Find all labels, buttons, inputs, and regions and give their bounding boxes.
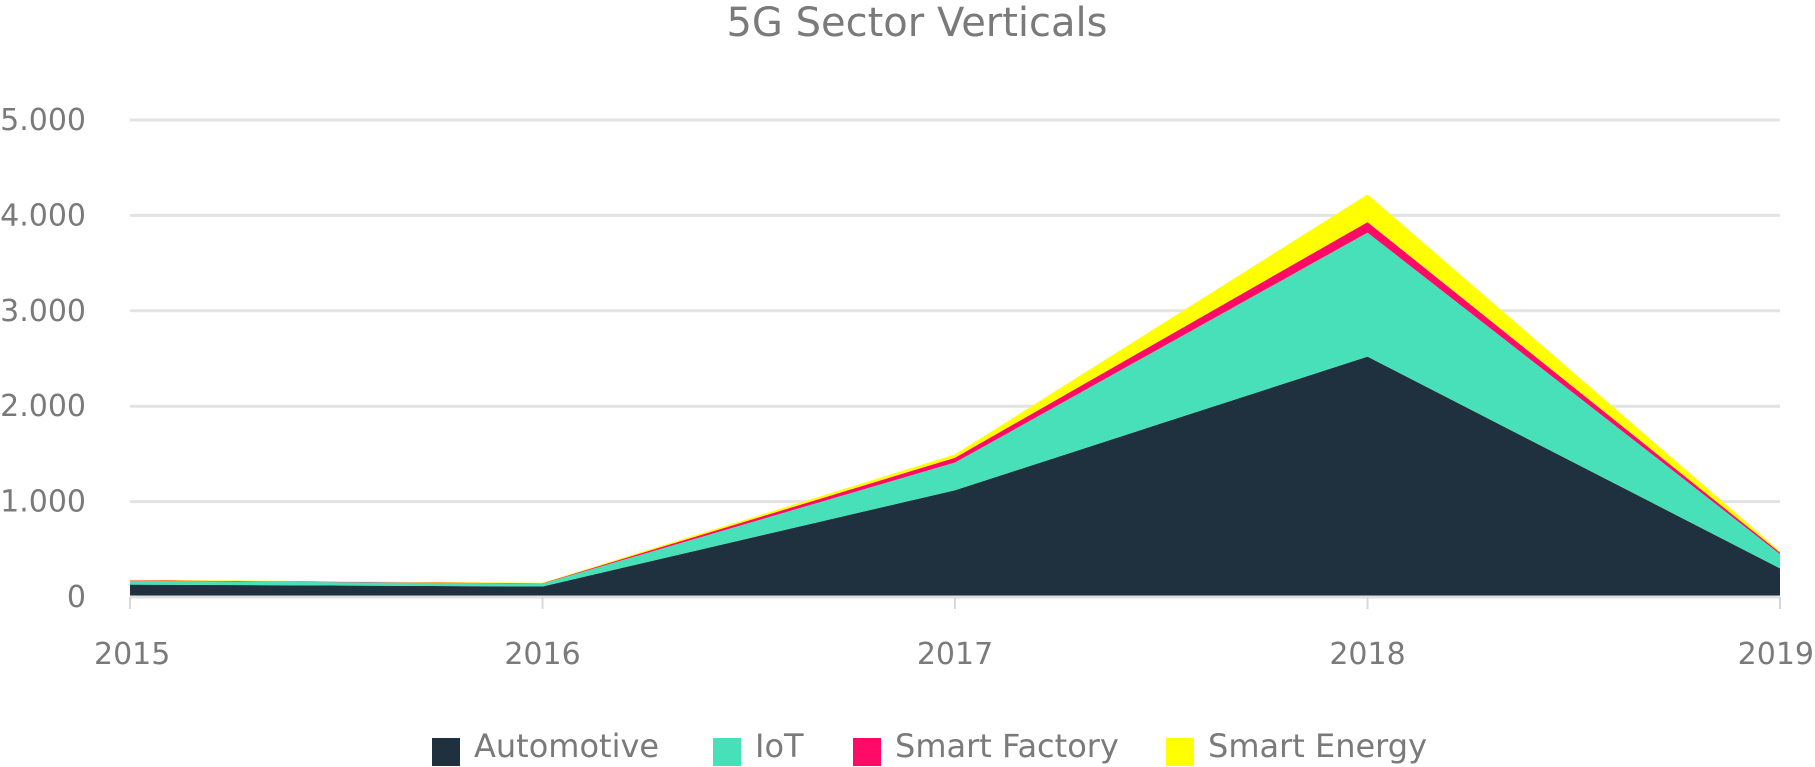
x-tick-label: 2016 — [504, 637, 580, 672]
y-tick-label: 1.000 — [0, 485, 86, 520]
legend-swatch — [853, 738, 881, 766]
y-tick-label: 2.000 — [0, 389, 86, 424]
series-area-automotive — [130, 356, 1780, 597]
legend-item-smart-energy[interactable]: Smart Energy — [1166, 727, 1427, 766]
y-axis-tick-labels: 0 1.000 2.000 3.000 4.000 5.000 — [0, 103, 86, 615]
x-tick-label: 2019 — [1738, 637, 1814, 672]
y-tick-label: 0 — [67, 580, 86, 615]
legend: Automotive IoT Smart Factory Smart Energy — [432, 727, 1427, 766]
x-tick-label: 2017 — [917, 637, 993, 672]
legend-label: IoT — [755, 727, 804, 765]
legend-label: Smart Factory — [895, 727, 1119, 765]
legend-swatch — [713, 738, 741, 766]
chart-title: 5G Sector Verticals — [726, 0, 1107, 46]
legend-label: Smart Energy — [1208, 727, 1427, 765]
legend-item-smart-factory[interactable]: Smart Factory — [853, 727, 1119, 766]
x-tick-label: 2015 — [94, 637, 170, 672]
y-tick-label: 3.000 — [0, 294, 86, 329]
legend-swatch — [432, 738, 460, 766]
y-tick-label: 4.000 — [0, 198, 86, 233]
y-tick-label: 5.000 — [0, 103, 86, 138]
legend-label: Automotive — [474, 727, 659, 765]
series-areas — [130, 194, 1780, 597]
legend-item-iot[interactable]: IoT — [713, 727, 804, 766]
legend-item-automotive[interactable]: Automotive — [432, 727, 659, 766]
series-area-iot — [130, 232, 1780, 587]
x-axis-tick-labels: 2015 2016 2017 2018 2019 — [94, 637, 1814, 672]
x-tick-label: 2018 — [1329, 637, 1405, 672]
legend-swatch — [1166, 738, 1194, 766]
x-axis — [129, 595, 1781, 609]
